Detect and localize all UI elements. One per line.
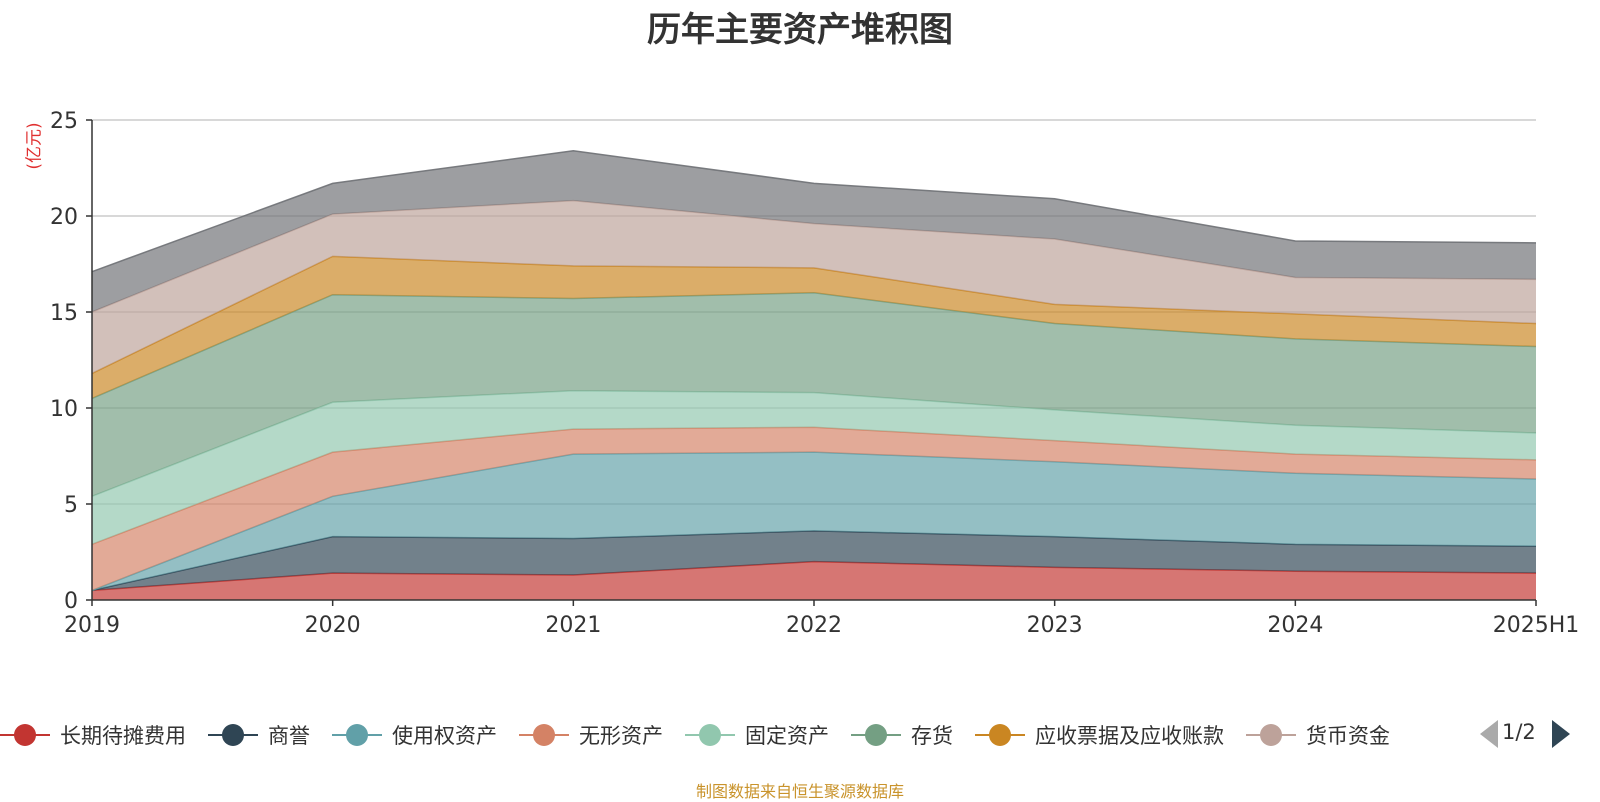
- area-series-4: [92, 390, 1536, 545]
- area-series: [91, 149, 1537, 600]
- x-tick-label: 2023: [1027, 613, 1083, 638]
- y-axis-unit-label: (亿元): [24, 122, 45, 170]
- legend-marker-icon: [1246, 724, 1296, 746]
- area-series-3: [92, 427, 1536, 591]
- legend-pager: 1/2: [1478, 718, 1600, 752]
- y-tick-label: 5: [64, 493, 78, 518]
- area-series-1: [92, 530, 1536, 591]
- legend-item[interactable]: 货币资金: [1246, 718, 1390, 752]
- legend-item[interactable]: 使用权资产: [332, 718, 497, 752]
- x-tick-label: 2022: [786, 613, 842, 638]
- legend-label: 固定资产: [745, 724, 829, 748]
- legend-item[interactable]: 固定资产: [685, 718, 829, 752]
- area-series-8: [92, 150, 1536, 312]
- x-tick-label: 2019: [64, 613, 120, 638]
- y-tick-label: 15: [50, 301, 78, 326]
- pager-prev-icon[interactable]: [1480, 720, 1498, 748]
- x-tick-label: 2024: [1267, 613, 1323, 638]
- area-series-0: [92, 561, 1536, 600]
- legend-marker-icon: [851, 724, 901, 746]
- pager-page-indicator: 1/2: [1502, 720, 1536, 744]
- legend-item[interactable]: 存货: [851, 718, 953, 752]
- legend-label: 无形资产: [579, 724, 663, 748]
- legend-label: 存货: [911, 724, 953, 748]
- axes: 0 5 10 15 20 25 2019 2020 2021 2022 2023 2024 2025H1: [50, 109, 1579, 638]
- legend-marker-icon: [0, 724, 50, 746]
- series-line-8: [91, 149, 1537, 273]
- legend-marker-icon: [519, 724, 569, 746]
- legend-marker-icon: [208, 724, 258, 746]
- legend-item[interactable]: 长期待摊费用: [0, 718, 186, 752]
- area-series-6: [92, 256, 1536, 399]
- legend-label: 长期待摊费用: [60, 724, 186, 748]
- x-tick-label: 2025H1: [1493, 613, 1580, 638]
- x-tick-label: 2021: [545, 613, 601, 638]
- y-tick-label: 0: [64, 589, 78, 614]
- legend-marker-icon: [975, 724, 1025, 746]
- area-series-2: [92, 452, 1536, 591]
- chart-title: 历年主要资产堆积图: [647, 10, 953, 50]
- legend-label: 应收票据及应收账款: [1035, 724, 1224, 748]
- x-tick-label: 2020: [305, 613, 361, 638]
- legend-item[interactable]: 应收票据及应收账款: [975, 718, 1224, 752]
- area-series-5: [92, 292, 1536, 497]
- legend-item[interactable]: 无形资产: [519, 718, 663, 752]
- pager-next-icon[interactable]: [1552, 720, 1570, 748]
- data-source-note: 制图数据来自恒生聚源数据库: [695, 782, 904, 801]
- legend-label: 货币资金: [1306, 724, 1390, 748]
- legend: 长期待摊费用 商誉 使用权资产 无形资产 固定资产 存货 应收票据及应收账款 货币资金: [0, 718, 1478, 752]
- legend-item[interactable]: 商誉: [208, 718, 310, 752]
- y-tick-label: 25: [50, 109, 78, 134]
- area-series-7: [92, 200, 1536, 374]
- y-tick-label: 20: [50, 205, 78, 230]
- legend-marker-icon: [332, 724, 382, 746]
- legend-label: 使用权资产: [392, 724, 497, 748]
- y-tick-label: 10: [50, 397, 78, 422]
- legend-label: 商誉: [268, 724, 310, 748]
- legend-marker-icon: [685, 724, 735, 746]
